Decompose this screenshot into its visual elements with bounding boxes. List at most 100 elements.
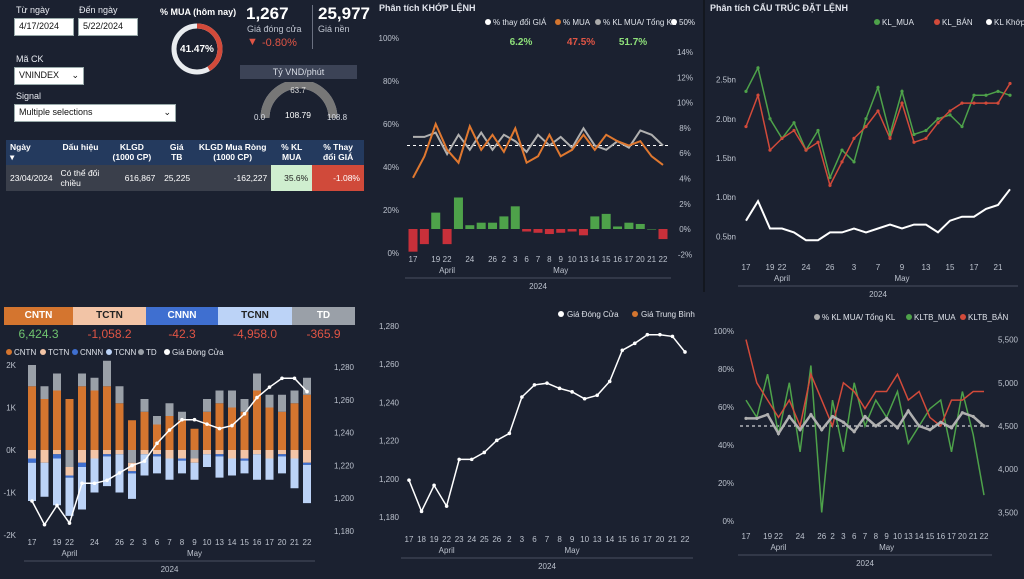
x-tick-label: 19 [430, 535, 439, 544]
bar-td [215, 390, 224, 404]
y2-tick-label: 5,500 [998, 336, 1019, 345]
pct-kl-point [787, 414, 791, 419]
pct-kl-point [982, 424, 986, 428]
pct-kl-point [874, 424, 878, 428]
to-date-label: Đến ngày [79, 5, 118, 15]
close-point [520, 395, 524, 399]
kl-mua-point [948, 113, 952, 117]
bar-td [115, 386, 124, 404]
segment-td[interactable]: TD [292, 307, 355, 325]
bar-td [278, 394, 286, 412]
to-date-input[interactable]: 5/22/2024 [78, 18, 138, 36]
table-row[interactable]: 23/04/2024 Có thể đối chiều 616,867 25,2… [6, 165, 364, 191]
segment-cntn[interactable]: CNTN [4, 307, 73, 325]
mack-select[interactable]: VNINDEX ⌄ [14, 67, 84, 85]
signal-table: Ngày ▾ Dấu hiệu KLGD (1000 CP) Giá TB KLG… [6, 140, 364, 191]
bar-td [265, 394, 274, 408]
bar-tctn [90, 450, 99, 459]
legend-label: KLTB_BÁN [968, 313, 1009, 322]
bar-tcnn [53, 458, 61, 506]
x-tick-label: 22 [659, 255, 668, 264]
y2-tick-label: 0% [679, 225, 691, 234]
segment-value: 6,424.3 [18, 327, 59, 341]
legend-label: % KL MUA/ Tổng KL [603, 18, 677, 27]
x-tick-label: 14 [605, 535, 614, 544]
close-point [30, 499, 34, 503]
x-tick-label: 22 [65, 538, 74, 547]
x-tick-label: 22 [681, 535, 690, 544]
y-tick-label: 1,280 [379, 322, 400, 331]
col-header[interactable]: Dấu hiệu [56, 140, 105, 165]
legend-dot [960, 314, 966, 320]
segment-cnnn[interactable]: CNNN [146, 307, 218, 325]
signal-select[interactable]: Multiple selections ⌄ [14, 104, 176, 122]
bar-td [28, 365, 36, 387]
close-point [292, 376, 297, 381]
y2-tick-label: 5,000 [998, 379, 1019, 388]
bar-cnnn [278, 454, 286, 457]
bar-cnnn [303, 462, 311, 465]
close-point [607, 379, 612, 384]
bar-cnnn [78, 462, 86, 467]
x-tick-label: 26 [488, 255, 497, 264]
x-tick-label: 22 [303, 538, 312, 547]
bar-cntn [203, 411, 211, 450]
close-point [620, 348, 625, 353]
from-date-input[interactable]: 4/17/2024 [14, 18, 74, 36]
bar-td [203, 399, 211, 412]
x-tick-label: 24 [802, 263, 811, 272]
cau-truc-title: Phân tích CẤU TRÚC ĐẶT LỆNH [710, 3, 848, 13]
x-tick-label: 17 [405, 535, 414, 544]
pct-kl-point [809, 413, 813, 417]
mua-value: 41.47% [180, 44, 214, 55]
col-header[interactable]: % Thay đổi GIÁ [312, 140, 364, 165]
x-tick-label: 18 [417, 535, 426, 544]
x-tick-label: 25 [480, 535, 489, 544]
bar-td [303, 377, 311, 395]
bar-tcnn [90, 458, 99, 493]
pct-kl-point [960, 411, 964, 415]
bar-td [228, 390, 236, 408]
x-tick-label: 15 [602, 255, 611, 264]
x-tick-label: 22 [443, 255, 452, 264]
close-point [192, 417, 197, 422]
close-point [280, 376, 284, 381]
col-header[interactable]: Giá TB [159, 140, 195, 165]
y-tick-label: 1,260 [379, 360, 400, 369]
segment-tcnn[interactable]: TCNN [218, 307, 292, 325]
y-tick-label: 1,240 [379, 398, 400, 407]
bar-tcnn [240, 460, 249, 474]
x-tick-label: 21 [668, 535, 677, 544]
price-change-bar [476, 222, 486, 229]
bar-cntn [165, 416, 174, 450]
kl-mua-point [984, 93, 988, 97]
y-tick-label: 20% [383, 206, 399, 215]
kl-mua-point [924, 128, 928, 133]
x-tick-label: 15 [925, 532, 934, 541]
close-line [408, 333, 686, 514]
y-tick-label: 60% [383, 120, 399, 129]
x-tick-label: 19 [763, 532, 772, 541]
kl-mua-point [744, 89, 748, 93]
y-tick-label: 1,220 [379, 437, 400, 446]
col-header[interactable]: KLGD Mua Ròng (1000 CP) [194, 140, 272, 165]
col-header[interactable]: Ngày ▾ [6, 140, 57, 165]
x-tick-label: 9 [884, 532, 889, 541]
x-tick-label: 13 [922, 263, 931, 272]
summary-value: 51.7% [619, 37, 647, 48]
y-tick-label: 0% [722, 517, 734, 526]
segment-tctn[interactable]: TCTN [73, 307, 146, 325]
cau-truc-chart: KL_MUA KL_BÁN KL Khớp 2.5bn 2.0bn 1.5bn 1.0bn 0… [716, 18, 1024, 299]
col-header[interactable]: KLGD (1000 CP) [104, 140, 160, 165]
close-point [432, 483, 436, 488]
x-tick-label: 17 [643, 535, 652, 544]
y-tick-label: 2.0bn [716, 115, 736, 124]
bar-tctn [228, 450, 236, 459]
price-change-bar [544, 229, 554, 235]
col-header[interactable]: % KL MUA [271, 140, 313, 165]
khop-lenh-title: Phân tích KHỚP LỆNH [379, 3, 476, 13]
kl-mua-point [792, 121, 796, 125]
bar-td [53, 373, 61, 391]
y-tick-label: 80% [383, 77, 399, 86]
bar-tcnn [190, 462, 199, 480]
